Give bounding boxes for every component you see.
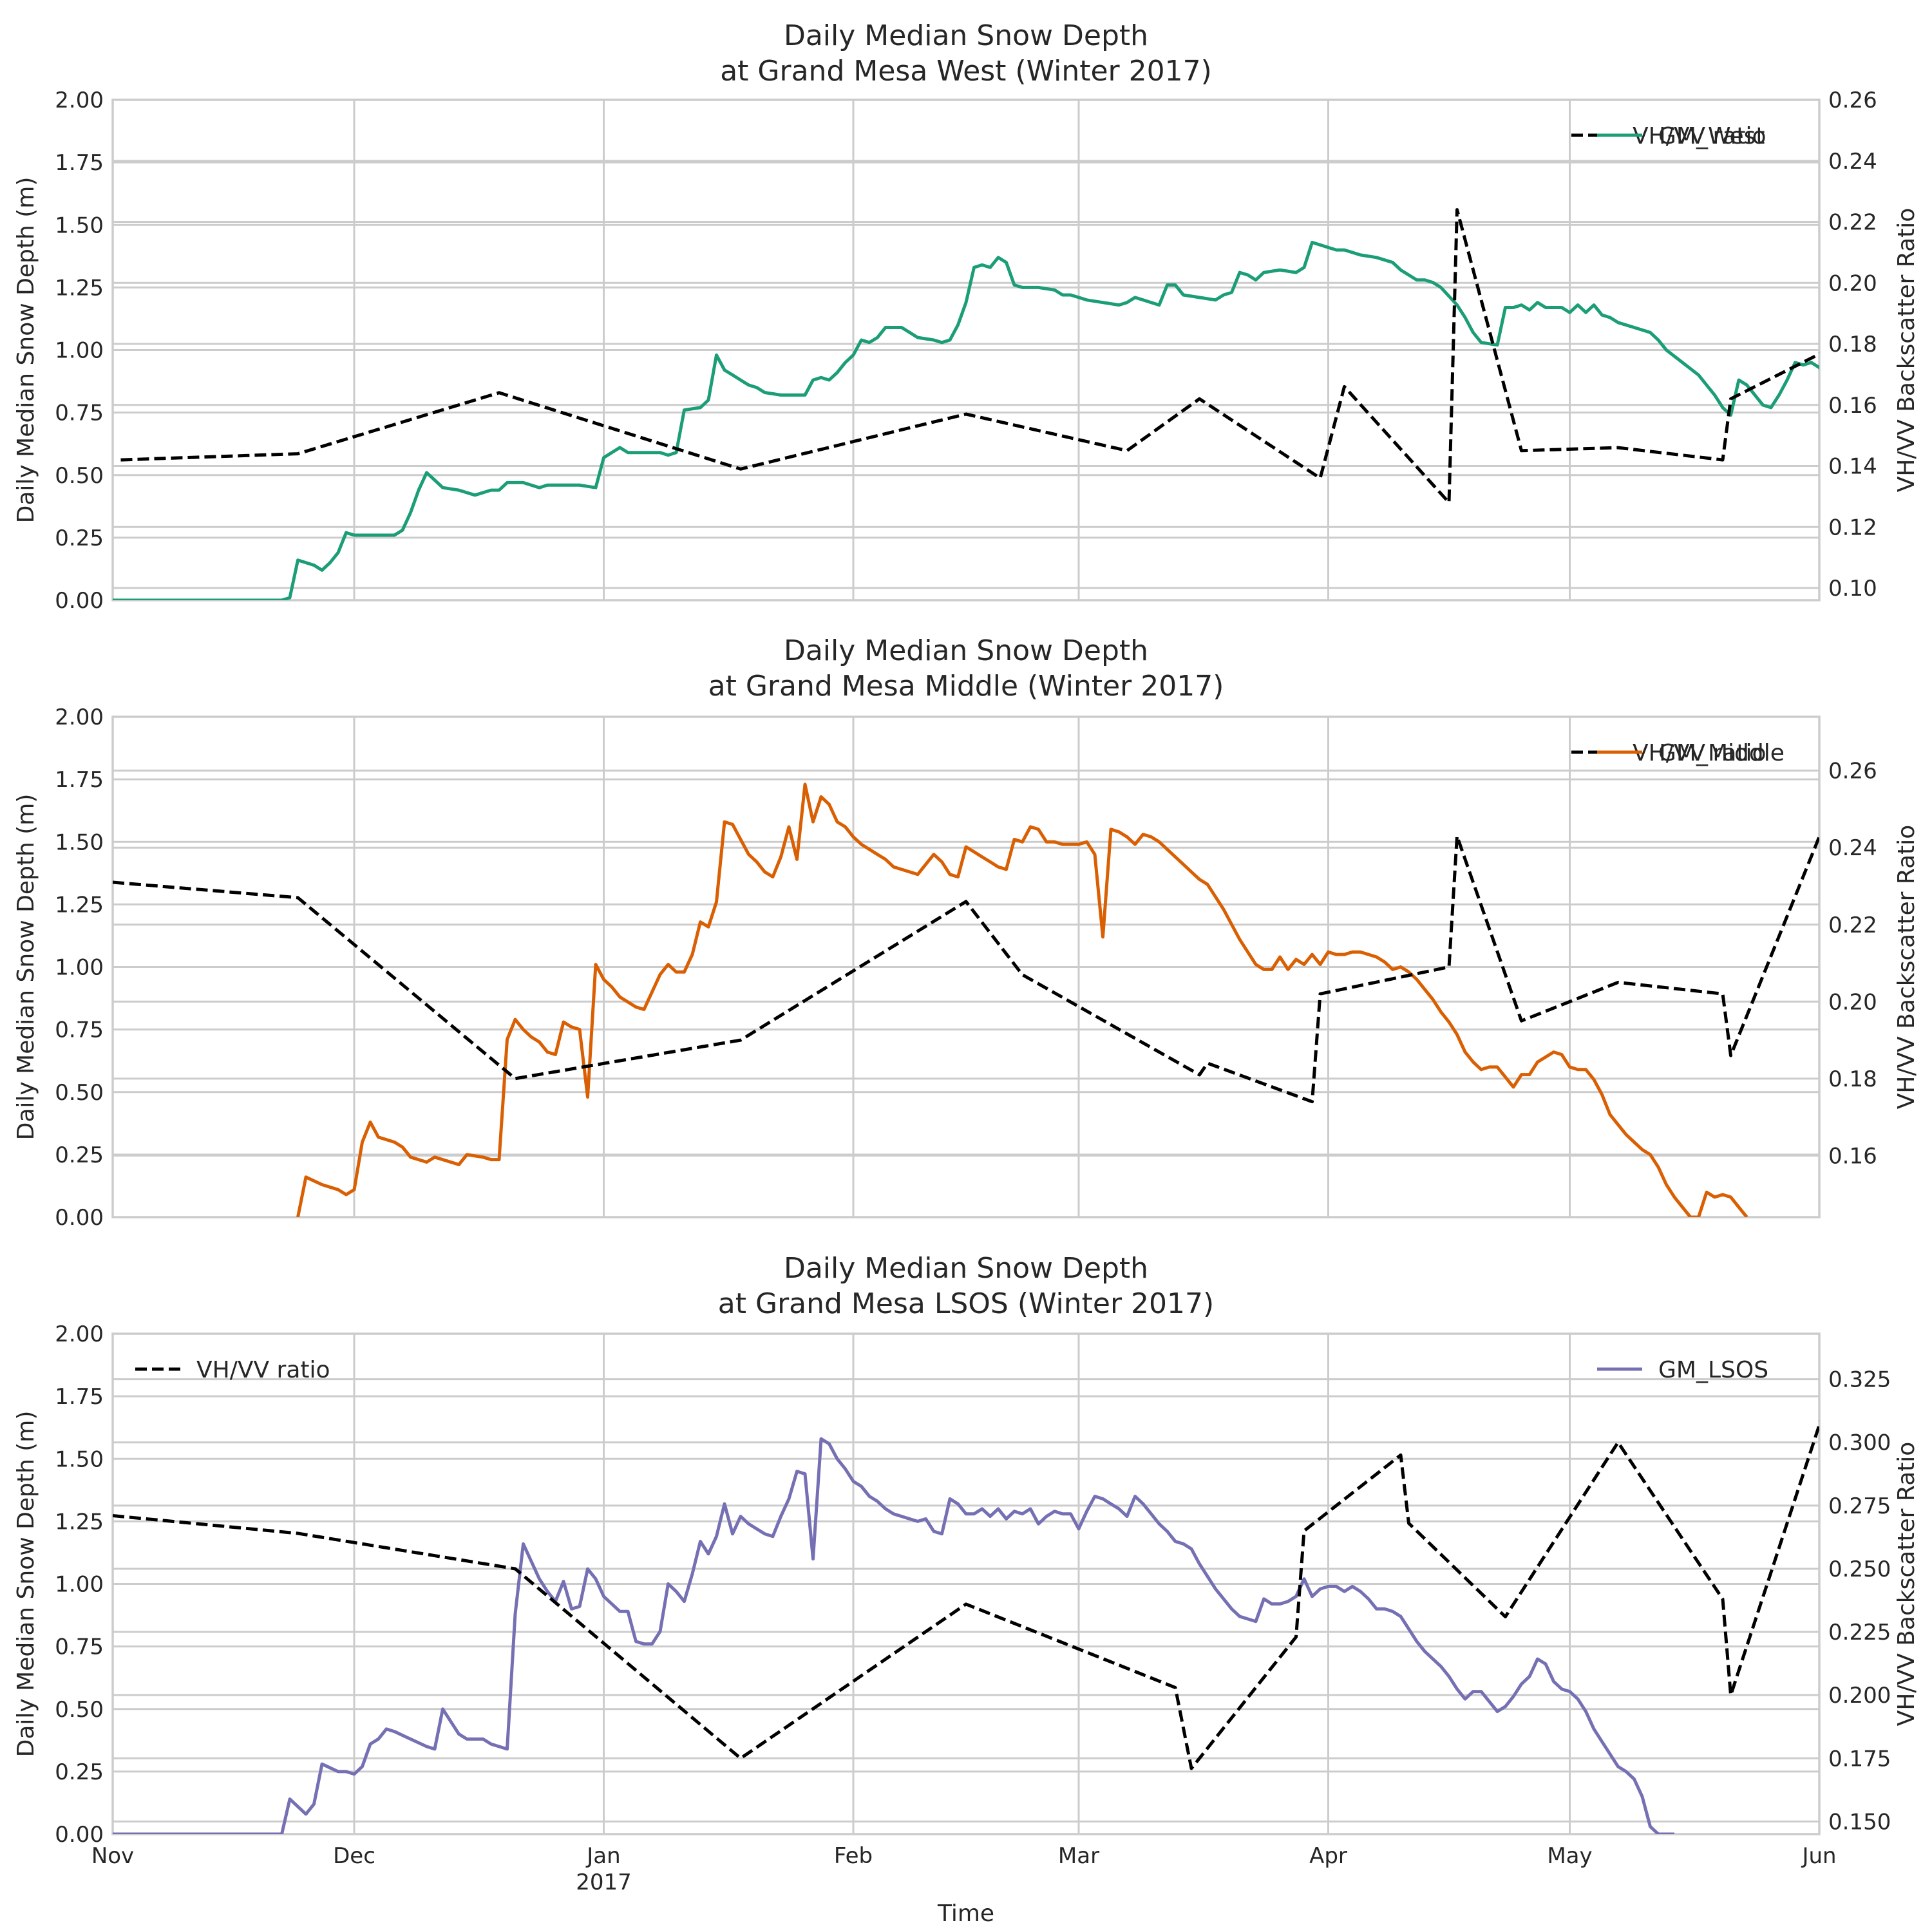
- series-line-gm-west: [113, 240, 1819, 600]
- y-tick-label: 1.50: [55, 829, 104, 855]
- plot-frame: [111, 99, 1821, 601]
- y2-tick-label: 0.16: [1828, 1143, 1877, 1169]
- y-tick-label: 0.25: [55, 1759, 104, 1785]
- panel-2: 0.00 0.25 0.50 0.75 1.00 1.25 1.50 1.75 2.00 0.16…: [13, 634, 1920, 1231]
- series-line-vh-vv-ratio: [113, 1419, 1819, 1770]
- chart-title: Daily Median Snow Depth: [784, 1252, 1148, 1285]
- y2-tick-label: 0.26: [1828, 759, 1877, 784]
- x-tick-label: Jan: [585, 1843, 620, 1869]
- legend-label: VH/VV ratio: [1633, 123, 1766, 149]
- y2-tick-label: 0.18: [1828, 332, 1877, 357]
- y-tick-label: 1.50: [55, 1446, 104, 1472]
- y-tick-label: 0.00: [55, 588, 104, 614]
- y2-tick-label: 0.14: [1828, 454, 1877, 480]
- series-line-gm-lsos: [113, 1437, 1674, 1834]
- y-tick-label: 0.25: [55, 526, 104, 551]
- y-tick-label: 1.50: [55, 213, 104, 238]
- y2-axis-label: VH/VV Backscatter Ratio: [1893, 825, 1920, 1110]
- y-tick-label: 1.25: [55, 892, 104, 918]
- y2-tick-label: 0.16: [1828, 393, 1877, 419]
- y2-tick-label: 0.225: [1828, 1620, 1891, 1645]
- y2-tick-label: 0.325: [1828, 1367, 1891, 1393]
- legend-label: GM_Middle: [1658, 740, 1785, 766]
- chart-subtitle: at Grand Mesa West (Winter 2017): [720, 55, 1212, 88]
- y-tick-label: 1.25: [55, 1509, 104, 1535]
- y-tick-label: 0.50: [55, 463, 104, 489]
- y2-tick-label: 0.22: [1828, 913, 1877, 938]
- y2-tick-label: 0.175: [1828, 1746, 1891, 1772]
- x-tick-label: Apr: [1309, 1843, 1347, 1869]
- x-tick-label: Mar: [1058, 1843, 1099, 1869]
- y2-tick-label: 0.20: [1828, 989, 1877, 1015]
- y-tick-label: 0.50: [55, 1080, 104, 1106]
- y2-axis-label: VH/VV Backscatter Ratio: [1893, 1442, 1920, 1727]
- y-tick-label: 0.25: [55, 1142, 104, 1168]
- y2-tick-label: 0.24: [1828, 149, 1877, 175]
- y-tick-label: 1.75: [55, 767, 104, 793]
- y-tick-label: 2.00: [55, 705, 104, 730]
- y-tick-label: 2.00: [55, 88, 104, 113]
- y-axis-label: Daily Median Snow Depth (m): [13, 1411, 39, 1757]
- x-tick-year-label: 2017: [576, 1870, 632, 1895]
- y2-tick-label: 0.300: [1828, 1430, 1891, 1456]
- y2-tick-label: 0.20: [1828, 270, 1877, 296]
- y-tick-label: 0.00: [55, 1205, 104, 1231]
- chart-title: Daily Median Snow Depth: [784, 634, 1148, 667]
- x-tick-label: Dec: [333, 1843, 375, 1869]
- x-tick-label: Feb: [834, 1843, 873, 1869]
- y-tick-label: 0.00: [55, 1822, 104, 1848]
- y2-tick-label: 0.275: [1828, 1493, 1891, 1519]
- panel-1: 0.00 0.25 0.50 0.75 1.00 1.25 1.50 1.75 2.00 0.10…: [13, 19, 1920, 614]
- y2-axis-label: VH/VV Backscatter Ratio: [1893, 208, 1920, 493]
- legend-snow: GM_West: [1597, 123, 1765, 149]
- legend-snow: GM_LSOS: [1597, 1357, 1768, 1383]
- legend-label: GM_LSOS: [1658, 1357, 1768, 1383]
- y2-tick-label: 0.200: [1828, 1683, 1891, 1709]
- y-tick-label: 1.25: [55, 275, 104, 301]
- legend-label: VH/VV ratio: [1633, 740, 1766, 766]
- x-tick-label: Jun: [1801, 1843, 1836, 1869]
- y2-tick-label: 0.22: [1828, 210, 1877, 236]
- y2-tick-label: 0.24: [1828, 835, 1877, 861]
- y-tick-label: 2.00: [55, 1321, 104, 1347]
- panel-3: 0.00 0.25 0.50 0.75 1.00 1.25 1.50 1.75 2.00 0.15…: [13, 1252, 1920, 1848]
- legend-label: VH/VV ratio: [196, 1357, 330, 1383]
- series-line-vh-vv-ratio: [120, 208, 1819, 504]
- chart-title: Daily Median Snow Depth: [784, 19, 1148, 52]
- y2-tick-label: 0.10: [1828, 576, 1877, 601]
- chart-subtitle: at Grand Mesa LSOS (Winter 2017): [718, 1287, 1214, 1320]
- y-tick-label: 1.75: [55, 150, 104, 176]
- legend-ratio: VH/VV ratio: [135, 1357, 330, 1383]
- series-line-gm-middle: [296, 782, 1748, 1217]
- y2-tick-label: 0.12: [1828, 515, 1877, 540]
- y-tick-label: 1.00: [55, 955, 104, 981]
- y-tick-label: 1.00: [55, 1572, 104, 1598]
- chart-subtitle: at Grand Mesa Middle (Winter 2017): [708, 670, 1224, 703]
- y-axis-label: Daily Median Snow Depth (m): [13, 794, 39, 1141]
- y-axis-label: Daily Median Snow Depth (m): [13, 177, 39, 524]
- y-tick-label: 0.50: [55, 1697, 104, 1723]
- x-tick-label: Nov: [91, 1843, 134, 1869]
- series-line-vh-vv-ratio: [113, 832, 1819, 1104]
- plot-frame: [111, 1332, 1821, 1835]
- y-tick-label: 0.75: [55, 401, 104, 426]
- legend-label: GM_West: [1658, 123, 1765, 149]
- y-tick-label: 1.75: [55, 1384, 104, 1410]
- y2-tick-label: 0.250: [1828, 1557, 1891, 1582]
- y-tick-label: 1.00: [55, 338, 104, 364]
- y-tick-label: 0.75: [55, 1634, 104, 1660]
- plot-frame: [111, 715, 1821, 1218]
- y2-tick-label: 0.26: [1828, 88, 1877, 113]
- y2-tick-label: 0.150: [1828, 1809, 1891, 1835]
- y2-tick-label: 0.18: [1828, 1066, 1877, 1092]
- legend-snow: GM_Middle: [1597, 740, 1785, 766]
- y-tick-label: 0.75: [55, 1018, 104, 1043]
- legend-ratio: VH/VV ratio: [1571, 740, 1766, 766]
- legend-ratio: VH/VV ratio: [1571, 123, 1766, 149]
- x-axis-label: Time: [937, 1900, 994, 1927]
- x-tick-label: May: [1547, 1843, 1592, 1869]
